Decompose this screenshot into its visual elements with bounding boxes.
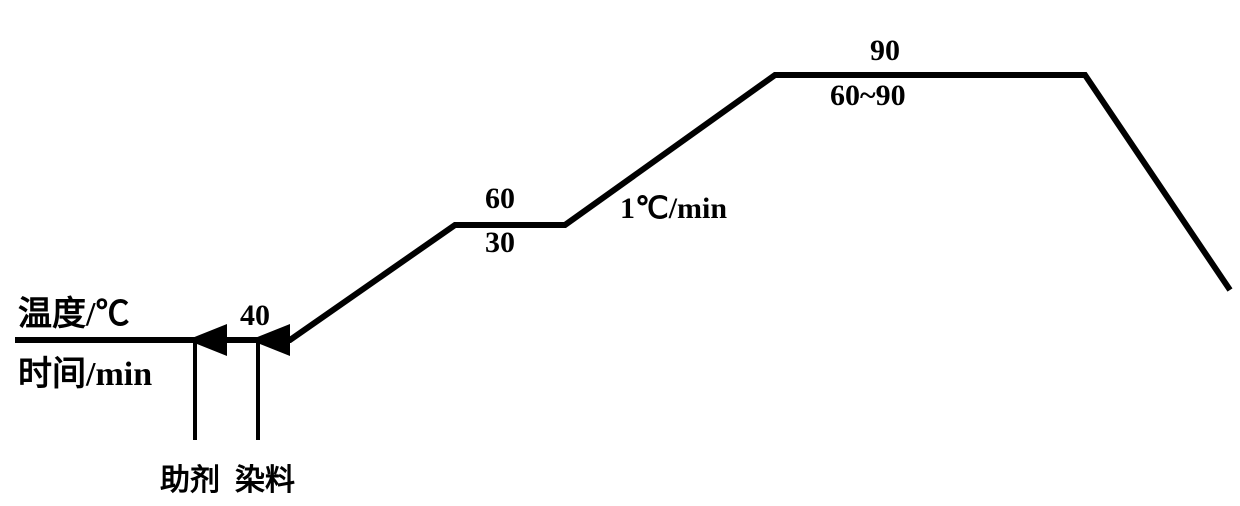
- start-temp-label: 40: [240, 299, 270, 332]
- dye-label: 染料: [235, 464, 295, 497]
- axis-label-temperature: 温度/℃: [18, 295, 129, 333]
- hold2-time-label: 60~90: [830, 79, 906, 112]
- axis-label-time: 时间/min: [18, 355, 152, 393]
- auxiliary-label: 助剂: [160, 464, 220, 497]
- hold1-time-label: 30: [485, 226, 515, 259]
- hold1-temp-label: 60: [485, 182, 515, 215]
- hold2-temp-label: 90: [870, 34, 900, 67]
- ramp-rate-label: 1℃/min: [620, 192, 727, 225]
